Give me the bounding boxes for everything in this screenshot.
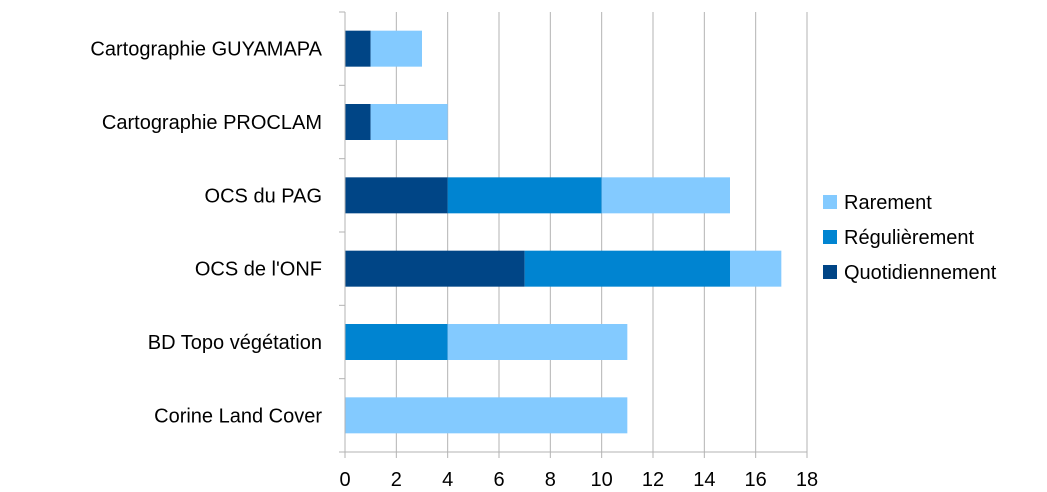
category-labels: Cartographie GUYAMAPA Cartographie PROCLA…	[90, 39, 322, 428]
category-label: Cartographie PROCLAM	[102, 112, 322, 134]
axes	[339, 11, 808, 458]
legend-label: Quotidiennement	[844, 262, 997, 284]
bar-segment-r-guli-rement	[447, 177, 602, 214]
category-label: OCS du PAG	[205, 185, 322, 207]
bar-segment-rarement	[447, 324, 628, 360]
x-tick-label: 12	[642, 469, 664, 491]
legend-label: Régulièrement	[844, 227, 975, 249]
bar-segment-quotidiennement	[345, 177, 448, 214]
x-tick-label: 8	[545, 469, 556, 491]
legend-swatch	[823, 265, 837, 279]
category-label: Corine Land Cover	[154, 405, 322, 427]
x-tick-label: 0	[339, 469, 350, 491]
x-tick-labels: 0 2 4 6 8 10 12 14 16 18	[339, 469, 818, 491]
bar-segment-quotidiennement	[345, 104, 371, 140]
x-tick-label: 4	[442, 469, 453, 491]
grid-lines	[344, 12, 808, 452]
x-tick-label: 6	[493, 469, 504, 491]
x-tick-label: 2	[391, 469, 402, 491]
bar-segment-rarement	[345, 397, 628, 434]
bar-segment-rarement	[730, 250, 782, 287]
bars-group	[345, 30, 782, 434]
category-label: OCS de l'ONF	[195, 259, 322, 281]
legend-swatch	[823, 195, 837, 209]
bar-segment-rarement	[370, 30, 422, 67]
bar-segment-quotidiennement	[345, 250, 525, 287]
legend: Rarement Régulièrement Quotidiennement	[823, 192, 997, 284]
legend-label: Rarement	[844, 192, 932, 214]
bar-segment-quotidiennement	[345, 30, 371, 67]
bar-segment-r-guli-rement	[524, 250, 730, 287]
x-tick-label: 10	[591, 469, 613, 491]
x-tick-label: 14	[693, 469, 715, 491]
x-tick-label: 16	[745, 469, 767, 491]
x-tick-label: 18	[796, 469, 818, 491]
category-label: Cartographie GUYAMAPA	[90, 39, 322, 61]
category-label: BD Topo végétation	[148, 332, 322, 354]
legend-swatch	[823, 230, 837, 244]
bar-segment-r-guli-rement	[345, 324, 448, 360]
bar-segment-rarement	[601, 177, 730, 214]
bar-segment-rarement	[370, 104, 448, 140]
